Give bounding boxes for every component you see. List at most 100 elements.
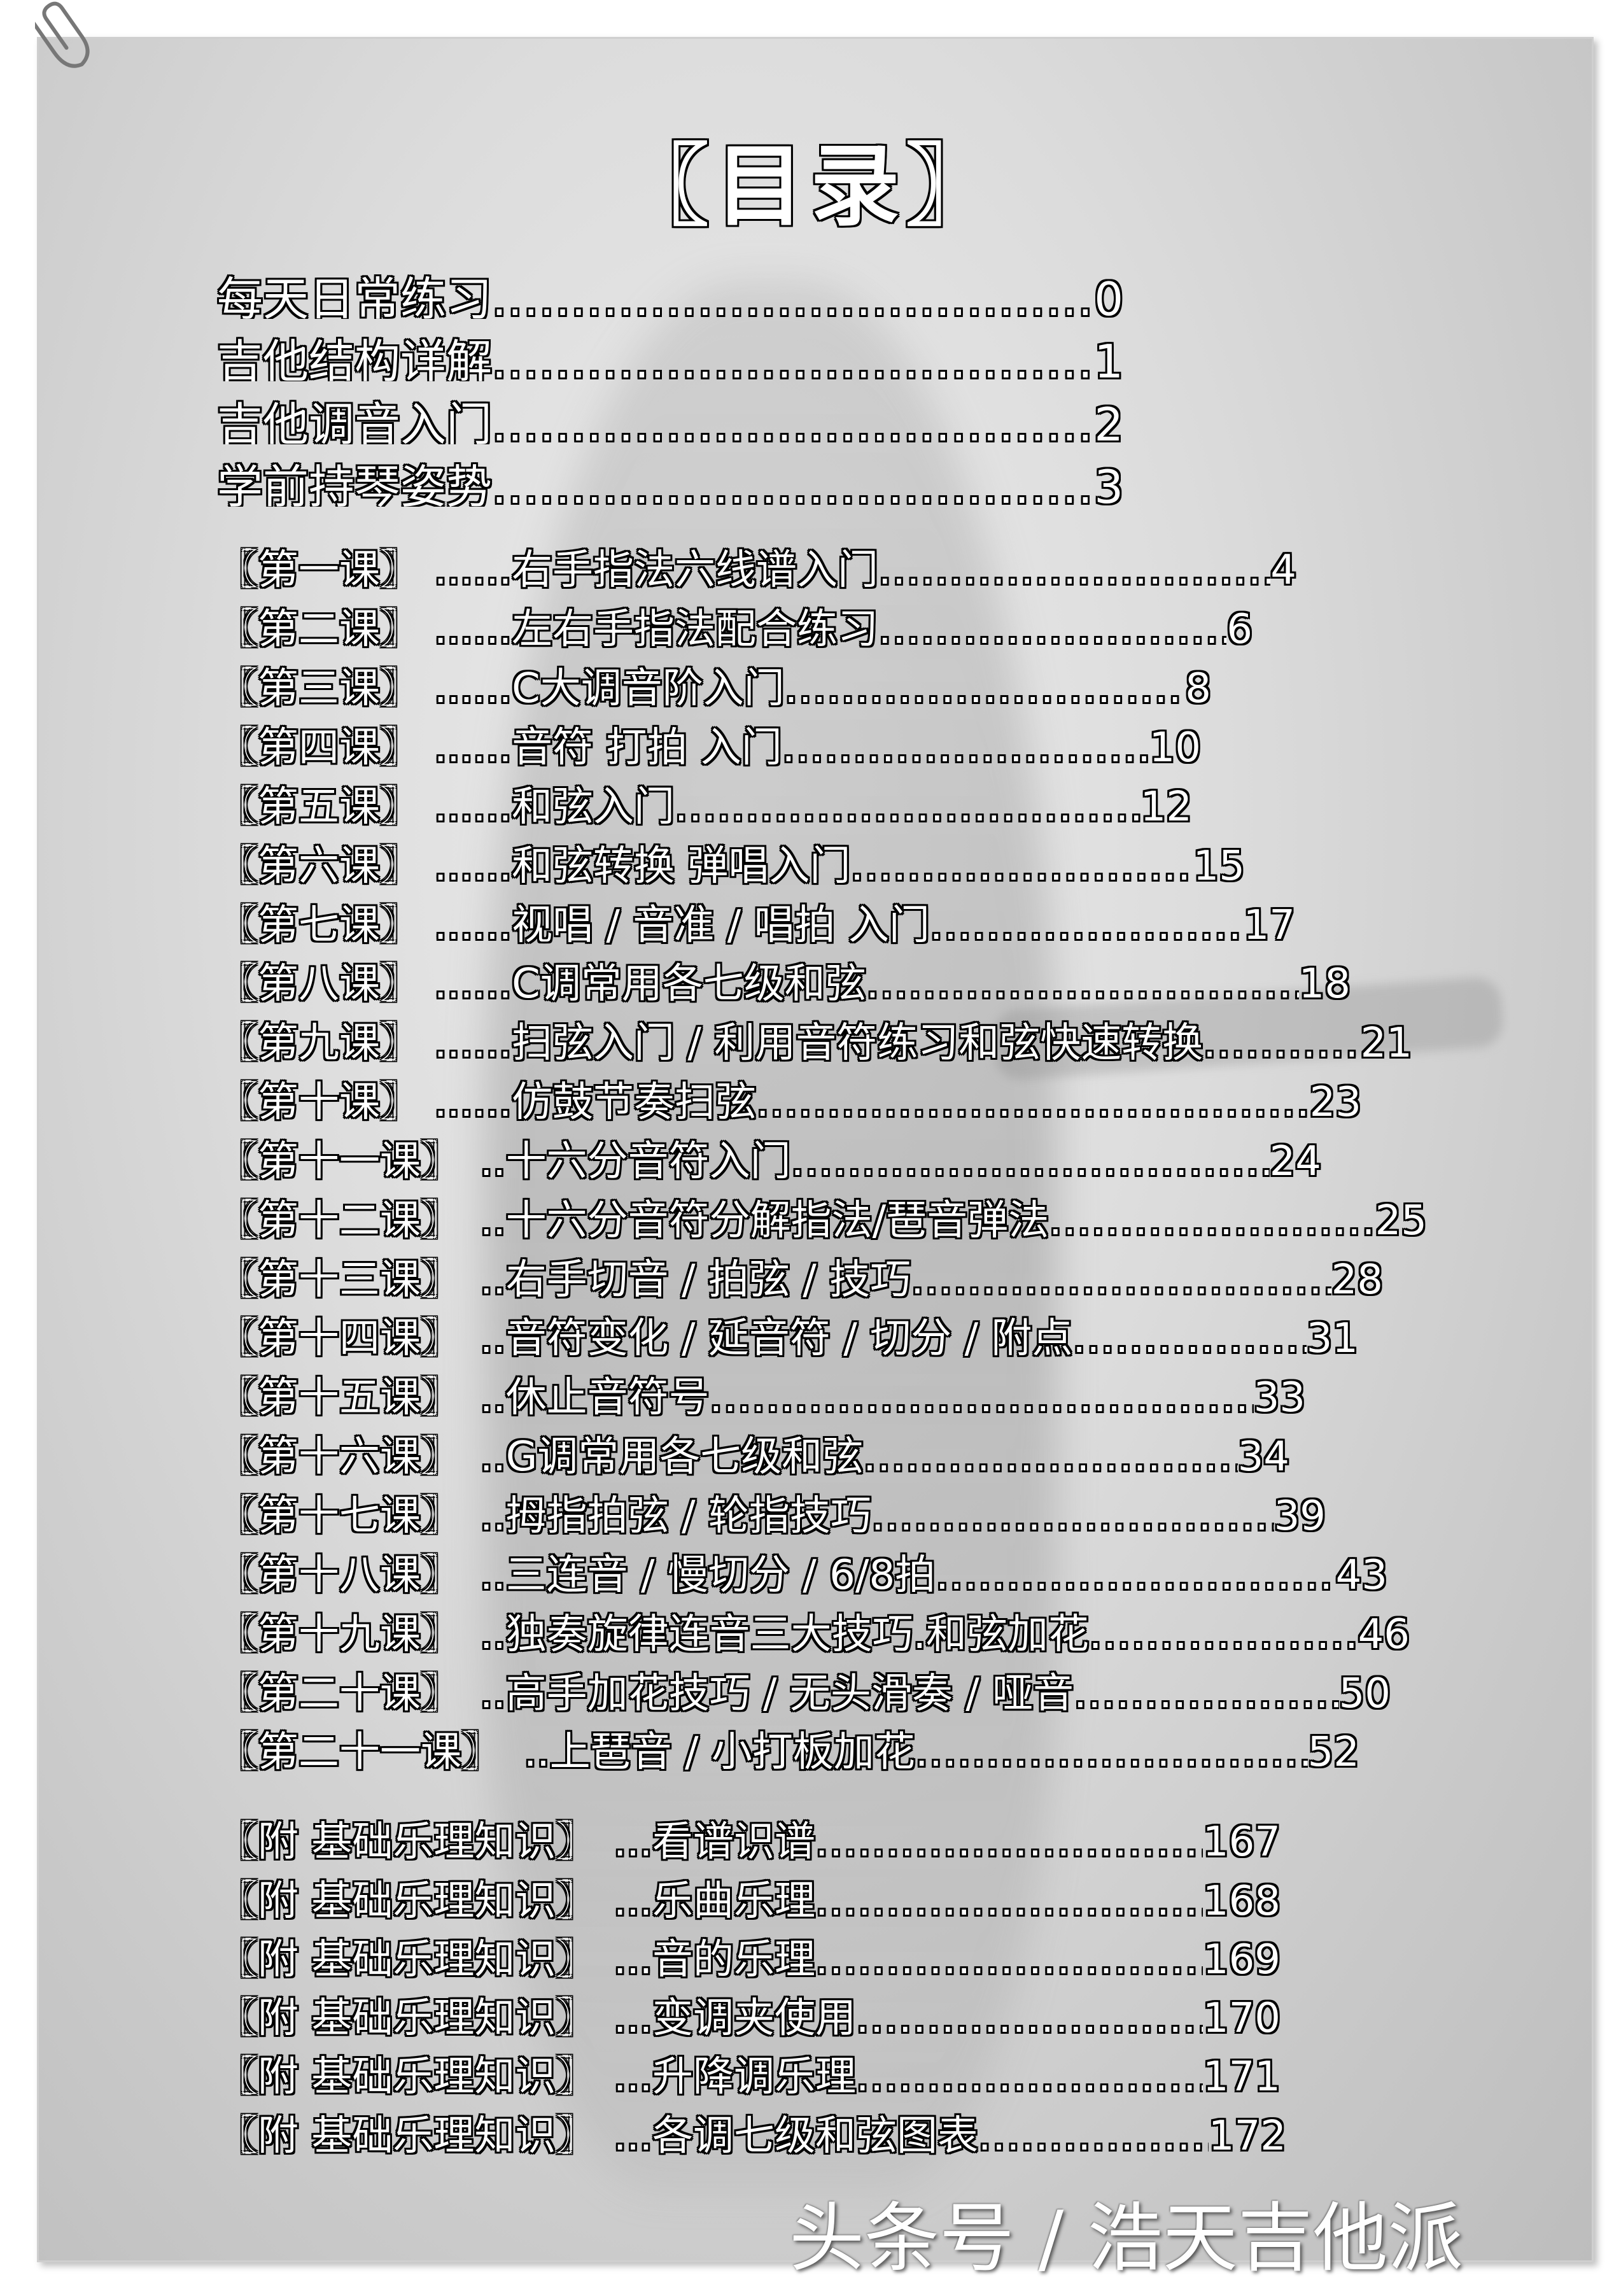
toc-entry[interactable]: 〖第十五课〗 ..休止音符号 33: [217, 1365, 1305, 1417]
toc-entry[interactable]: 〖第二课〗 ......左右手指法配合练习 6: [217, 596, 1253, 649]
dot-leader: [936, 1552, 1335, 1595]
toc-entry[interactable]: 〖第十二课〗 ..十六分音符分解指法/琶音弹法 25: [217, 1188, 1427, 1240]
dot-leader: [492, 460, 1094, 507]
toc-entry[interactable]: 吉他结构详解 1: [217, 324, 1123, 381]
toc-entry[interactable]: 〖第七课〗 ......视唱 / 音准 / 唱拍 入门 17: [217, 892, 1295, 945]
toc-entry[interactable]: 〖第二十课〗 ..高手加花技巧 / 无头滑奏 / 哑音 50: [217, 1661, 1391, 1713]
toc-entry[interactable]: 〖附 基础乐理知识〗 ...乐曲乐理 168: [217, 1868, 1281, 1920]
dot-leader: [978, 2113, 1209, 2155]
toc-entry-title: ...乐曲乐理: [614, 1878, 816, 1920]
toc-entry[interactable]: 学前持琴姿势 3: [217, 449, 1123, 507]
toc-entry-page-number: 10: [1149, 724, 1201, 767]
toc-entry-page-number: 21: [1360, 1020, 1412, 1062]
toc-entry[interactable]: 〖第十七课〗 ..拇指拍弦 / 轮指技巧 39: [217, 1483, 1326, 1535]
toc-entry-page-number: 169: [1202, 1936, 1281, 1979]
toc-entry-label: 〖附 基础乐理知识〗: [217, 1878, 597, 1920]
dot-leader: [492, 272, 1094, 319]
toc-entry[interactable]: 〖第十三课〗 ..右手切音 / 拍弦 / 技巧 28: [217, 1247, 1383, 1299]
dot-leader: [1203, 1020, 1360, 1062]
toc-entry-label: 〖第二十课〗: [217, 1670, 461, 1713]
toc-entry[interactable]: 〖第二十一课〗 ..上琶音 / 小打板加花 52: [217, 1719, 1359, 1771]
toc-entry-label: 〖第十四课〗: [217, 1315, 461, 1358]
toc-entry-page-number: 15: [1193, 843, 1245, 885]
toc-entry-title: ..十六分音符入门: [480, 1138, 791, 1181]
dot-leader: [782, 724, 1149, 767]
toc-entry-page-number: 50: [1338, 1670, 1391, 1713]
toc-entry[interactable]: 〖第八课〗 ......C调常用各七级和弦 18: [217, 951, 1351, 1003]
toc-entry-page-number: 171: [1202, 2053, 1281, 2096]
toc-entry-title: ......音符 打拍 入门: [434, 724, 782, 767]
toc-entry[interactable]: 〖第十九课〗 ..独奏旋律连音三大技巧.和弦加花 46: [217, 1602, 1410, 1654]
toc-entry[interactable]: 〖第三课〗 ......C大调音阶入门 8: [217, 656, 1211, 708]
toc-entry-title: ......C调常用各七级和弦: [434, 961, 866, 1003]
toc-entry-title: ......左右手指法配合练习: [434, 606, 879, 649]
toc-entry-label: 〖第一课〗: [217, 547, 421, 589]
dot-leader: [856, 2053, 1203, 2096]
dot-leader: [815, 1878, 1203, 1920]
toc-entry-page-number: 3: [1094, 460, 1123, 507]
toc-entry[interactable]: 〖第十四课〗 ..音符变化 / 延音符 / 切分 / 附点 31: [217, 1306, 1358, 1358]
toc-entry-label: 〖第四课〗: [217, 724, 421, 767]
toc-entry-title: ...看谱识谱: [614, 1819, 816, 1861]
toc-entry-title: ......右手指法六线谱入门: [434, 547, 879, 589]
toc-entry-label: 〖第六课〗: [217, 843, 421, 885]
dot-leader: [492, 398, 1094, 444]
dot-leader: [1074, 1670, 1338, 1713]
dot-leader: [785, 665, 1186, 708]
dot-leader: [815, 1819, 1203, 1861]
dot-leader: [911, 1257, 1331, 1299]
toc-entry-label: 〖附 基础乐理知识〗: [217, 1995, 597, 2038]
toc-entry-page-number: 170: [1202, 1995, 1281, 2038]
dot-leader: [878, 606, 1226, 649]
toc-entry-title: ......和弦入门: [434, 784, 675, 826]
toc-entry[interactable]: 〖第十八课〗 ..三连音 / 慢切分 / 6/8拍 43: [217, 1542, 1387, 1595]
toc-entry-title: ..独奏旋律连音三大技巧.和弦加花: [480, 1611, 1090, 1654]
toc-entry-label: 〖第二课〗: [217, 606, 421, 649]
toc-entry-title: ......视唱 / 音准 / 唱拍 入门: [434, 902, 930, 945]
toc-entry[interactable]: 〖附 基础乐理知识〗 ...音的乐理 169: [217, 1927, 1281, 1979]
toc-entry[interactable]: 〖第十一课〗 ..十六分音符入门 24: [217, 1129, 1321, 1181]
toc-entry-page-number: 34: [1237, 1433, 1289, 1476]
toc-entry-label: 〖附 基础乐理知识〗: [217, 2113, 597, 2155]
paperclip-icon: [35, 1, 90, 68]
toc-entry-page-number: 12: [1140, 784, 1192, 826]
toc-entry[interactable]: 〖附 基础乐理知识〗 ...看谱识谱 167: [217, 1809, 1281, 1861]
toc-entry[interactable]: 〖附 基础乐理知识〗 ...各调七级和弦图表 172: [217, 2103, 1286, 2155]
page-title: 〖目录〗: [619, 135, 1002, 239]
dot-leader: [863, 1433, 1237, 1476]
toc-entry-page-number: 167: [1202, 1819, 1281, 1861]
toc-entry[interactable]: 吉他调音入门 2: [217, 387, 1123, 444]
toc-entry-page-number: 33: [1253, 1374, 1305, 1417]
toc-entry[interactable]: 〖附 基础乐理知识〗 ...升降调乐理 171: [217, 2044, 1281, 2096]
toc-entry[interactable]: 〖附 基础乐理知识〗 ...变调夹使用 170: [217, 1985, 1281, 2038]
toc-entry-label: 〖第三课〗: [217, 665, 421, 708]
dot-leader: [915, 1729, 1308, 1771]
toc-entry-label: 〖第十七课〗: [217, 1493, 461, 1535]
toc-entry-page-number: 0: [1094, 272, 1123, 319]
toc-entry-page-number: 18: [1298, 961, 1351, 1003]
dot-leader: [815, 1936, 1203, 1979]
toc-entry-title: ......仿鼓节奏扫弦: [434, 1079, 757, 1122]
toc-entry-label: 〖第十一课〗: [217, 1138, 461, 1181]
toc-entry[interactable]: 〖第十课〗 ......仿鼓节奏扫弦 23: [217, 1069, 1361, 1122]
toc-entry[interactable]: 〖第十六课〗 ..G调常用各七级和弦 34: [217, 1424, 1289, 1476]
toc-entry-title: ..拇指拍弦 / 轮指技巧: [480, 1493, 871, 1535]
toc-entry-label: 〖第九课〗: [217, 1020, 421, 1062]
toc-entry[interactable]: 每天日常练习 0: [217, 262, 1123, 319]
toc-entry-page-number: 28: [1331, 1257, 1383, 1299]
toc-entry-page-number: 17: [1243, 902, 1295, 945]
toc-entry-title: ......扫弦入门 / 利用音符练习和弦快速转换: [434, 1020, 1203, 1062]
toc-entry-page-number: 2: [1094, 398, 1123, 444]
toc-entry[interactable]: 〖第四课〗 ......音符 打拍 入门 10: [217, 715, 1201, 767]
toc-entry[interactable]: 〖第五课〗 ......和弦入门 12: [217, 774, 1192, 826]
toc-entry-title: 吉他结构详解: [217, 335, 493, 381]
dot-leader: [756, 1079, 1310, 1122]
toc-entry-label: 〖第十六课〗: [217, 1433, 461, 1476]
toc-entry-label: 〖第十八课〗: [217, 1552, 461, 1595]
toc-entry[interactable]: 〖第九课〗 ......扫弦入门 / 利用音符练习和弦快速转换 21: [217, 1010, 1412, 1062]
toc-entry[interactable]: 〖第一课〗 ......右手指法六线谱入门 4: [217, 537, 1296, 589]
toc-entry-page-number: 31: [1306, 1315, 1358, 1358]
toc-entry-title: ..高手加花技巧 / 无头滑奏 / 哑音: [480, 1670, 1074, 1713]
toc-entry[interactable]: 〖第六课〗 ......和弦转换 弹唱入门 15: [217, 833, 1245, 885]
dot-leader: [710, 1374, 1254, 1417]
